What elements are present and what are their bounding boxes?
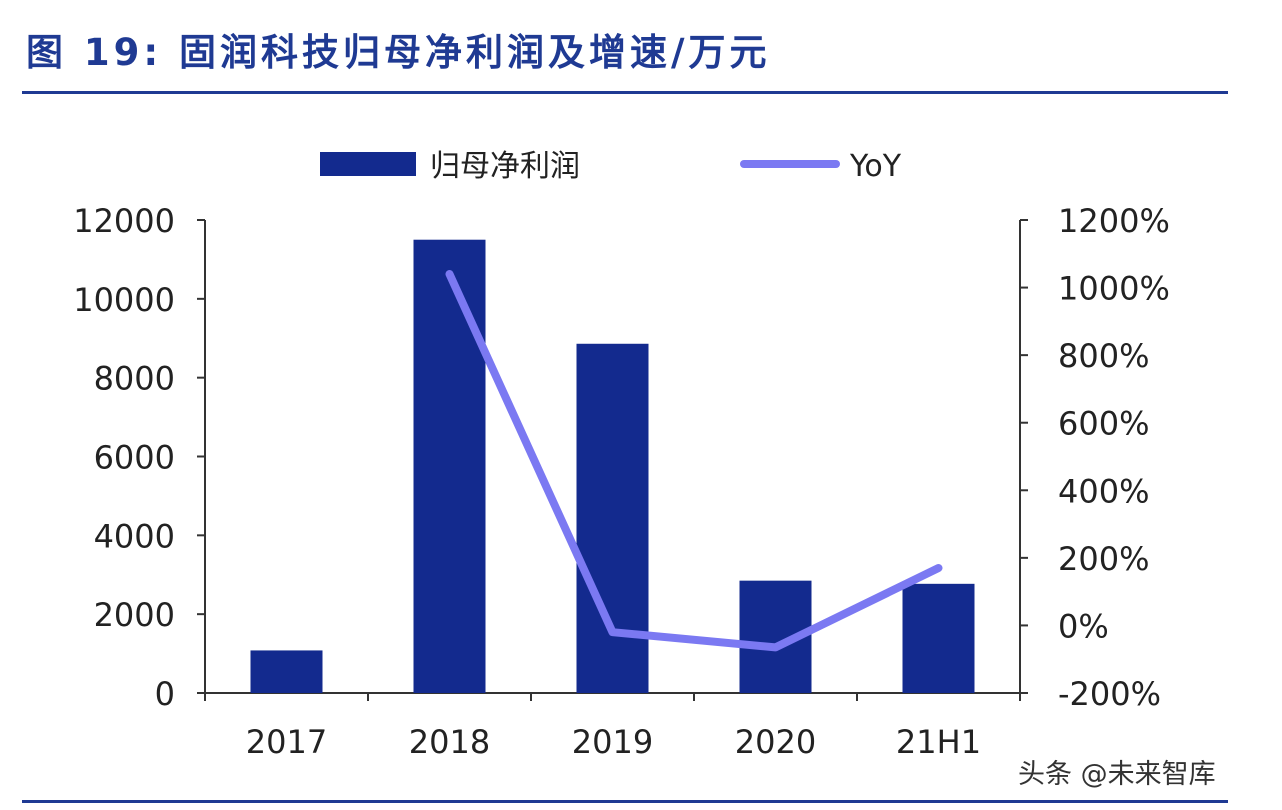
bottom-divider <box>22 800 1228 803</box>
left-tick-label: 6000 <box>94 439 175 477</box>
right-tick-label: 600% <box>1058 405 1149 443</box>
yoy-point <box>609 629 616 636</box>
right-tick-label: 1200% <box>1058 202 1170 240</box>
yoy-point <box>446 271 453 278</box>
x-tick-label: 2019 <box>572 723 653 761</box>
legend: 归母净利润 YoY <box>320 149 902 184</box>
left-tick-label: 0 <box>155 675 175 713</box>
watermark: 头条 @未来智库 <box>1018 759 1216 790</box>
title-divider <box>22 91 1228 94</box>
x-tick-label: 2018 <box>409 723 490 761</box>
line-series <box>445 270 943 652</box>
right-tick-label: 200% <box>1058 540 1149 578</box>
yoy-point <box>935 564 942 571</box>
legend-bar-swatch <box>320 152 416 176</box>
right-tick-label: 800% <box>1058 337 1149 375</box>
right-tick-label: 1000% <box>1058 270 1170 308</box>
yoy-point <box>772 644 779 651</box>
x-axis: 2017 2018 2019 2020 21H1 <box>204 692 1021 761</box>
left-tick-label: 4000 <box>94 517 175 555</box>
right-y-axis: -200% 0% 200% 400% 600% 800% 1000% 1200% <box>1019 202 1170 713</box>
left-tick-label: 10000 <box>73 281 175 319</box>
bar <box>576 343 649 693</box>
left-tick-label: 8000 <box>94 360 175 398</box>
left-tick-label: 2000 <box>94 596 175 634</box>
legend-line-label: YoY <box>849 149 902 184</box>
figure-title: 图 19: 固润科技归母净利润及增速/万元 <box>26 31 771 74</box>
right-tick-label: -200% <box>1058 675 1161 713</box>
legend-bar-label: 归母净利润 <box>430 149 580 184</box>
bar-series <box>250 239 975 694</box>
bar <box>250 650 323 693</box>
x-tick-label: 21H1 <box>896 723 981 761</box>
left-y-axis: 0 2000 4000 6000 8000 10000 12000 <box>73 202 206 713</box>
right-tick-label: 0% <box>1058 607 1109 645</box>
left-tick-label: 12000 <box>73 202 175 240</box>
bar <box>413 239 486 694</box>
bar <box>902 583 975 693</box>
x-tick-label: 2020 <box>735 723 816 761</box>
yoy-line <box>445 270 943 652</box>
x-tick-label: 2017 <box>246 723 327 761</box>
right-tick-label: 400% <box>1058 472 1149 510</box>
